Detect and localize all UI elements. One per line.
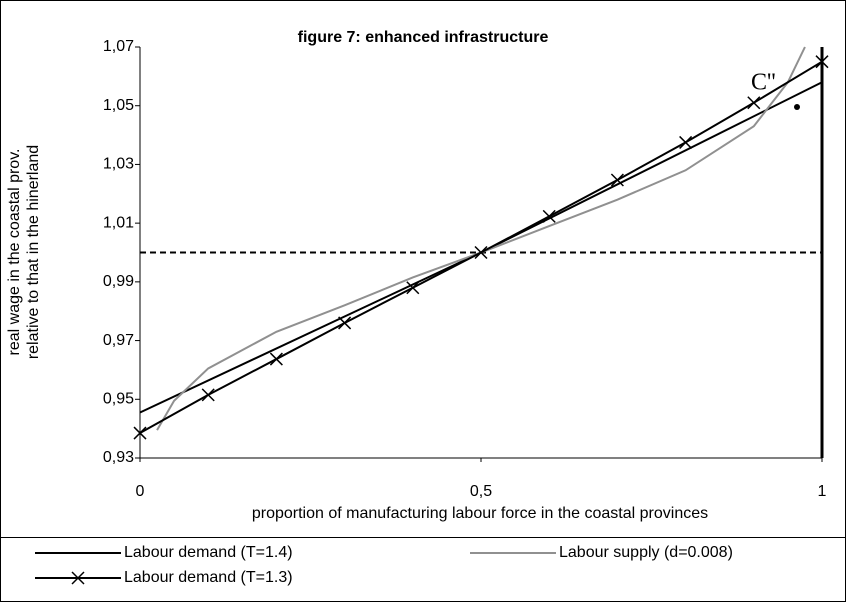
- marker: [269, 352, 283, 366]
- x-tick-label: 0: [136, 483, 145, 500]
- x-axis-label: proportion of manufacturing labour force…: [252, 505, 708, 522]
- marker: [610, 173, 624, 187]
- legend-label: Labour supply (d=0.008): [559, 544, 733, 561]
- legend-label: Labour demand (T=1.4): [124, 544, 293, 561]
- legend-label: Labour demand (T=1.3): [124, 569, 293, 586]
- marker: [747, 96, 761, 110]
- y-tick-label: 0,95: [103, 391, 134, 408]
- y-tick-label: 1,01: [103, 214, 134, 231]
- x-tick-label: 0,5: [470, 483, 492, 500]
- x-tick-label: 1: [818, 483, 827, 500]
- marker: [406, 281, 420, 295]
- marker: [133, 426, 147, 440]
- y-tick-label: 0,97: [103, 332, 134, 349]
- y-axis-label: relative to that in the hinerland: [25, 145, 42, 359]
- legend-marker: [71, 571, 85, 585]
- marker: [338, 316, 352, 330]
- marker: [474, 245, 488, 260]
- marker: [679, 135, 693, 149]
- y-tick-label: 1,03: [103, 156, 134, 173]
- marker: [201, 388, 215, 402]
- y-axis-label: real wage in the coastal prov.: [6, 149, 23, 356]
- y-tick-label: 1,05: [103, 97, 134, 114]
- chart-title: figure 7: enhanced infrastructure: [298, 29, 549, 46]
- y-tick-label: 1,07: [103, 38, 134, 55]
- y-tick-label: 0,93: [103, 449, 134, 466]
- y-tick-label: 0,99: [103, 273, 134, 290]
- marker: [542, 209, 556, 223]
- marker: [815, 55, 829, 69]
- annotation-dot: [794, 104, 800, 110]
